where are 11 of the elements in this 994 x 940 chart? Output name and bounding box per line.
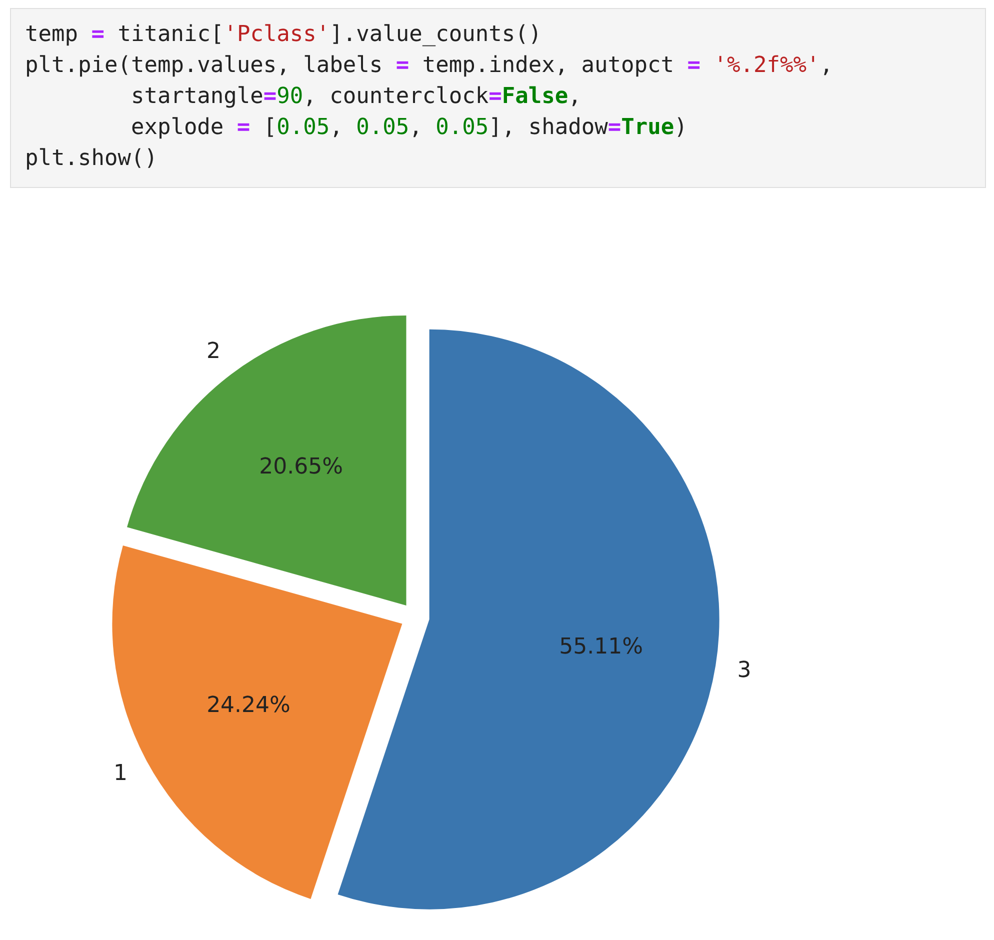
slice-label: 1	[113, 760, 128, 786]
text: startangle=90, counterclock=False,	[130, 84, 582, 109]
slice-label: 3	[737, 658, 752, 683]
text: temp = titanic['Pclass'].value_counts()	[25, 22, 542, 47]
text: plt.show()	[25, 146, 158, 171]
text: explode = [0.05, 0.05, 0.05], shadow=True)	[130, 115, 688, 140]
text: plt.pie(temp.values, labels = temp.index, autopct = '%.2f%%',	[25, 53, 833, 78]
slice-label: 2	[206, 338, 221, 364]
data-label: 20.65%	[259, 454, 344, 480]
data-label: 55.11%	[559, 634, 644, 660]
data-label: 24.24%	[206, 692, 290, 718]
